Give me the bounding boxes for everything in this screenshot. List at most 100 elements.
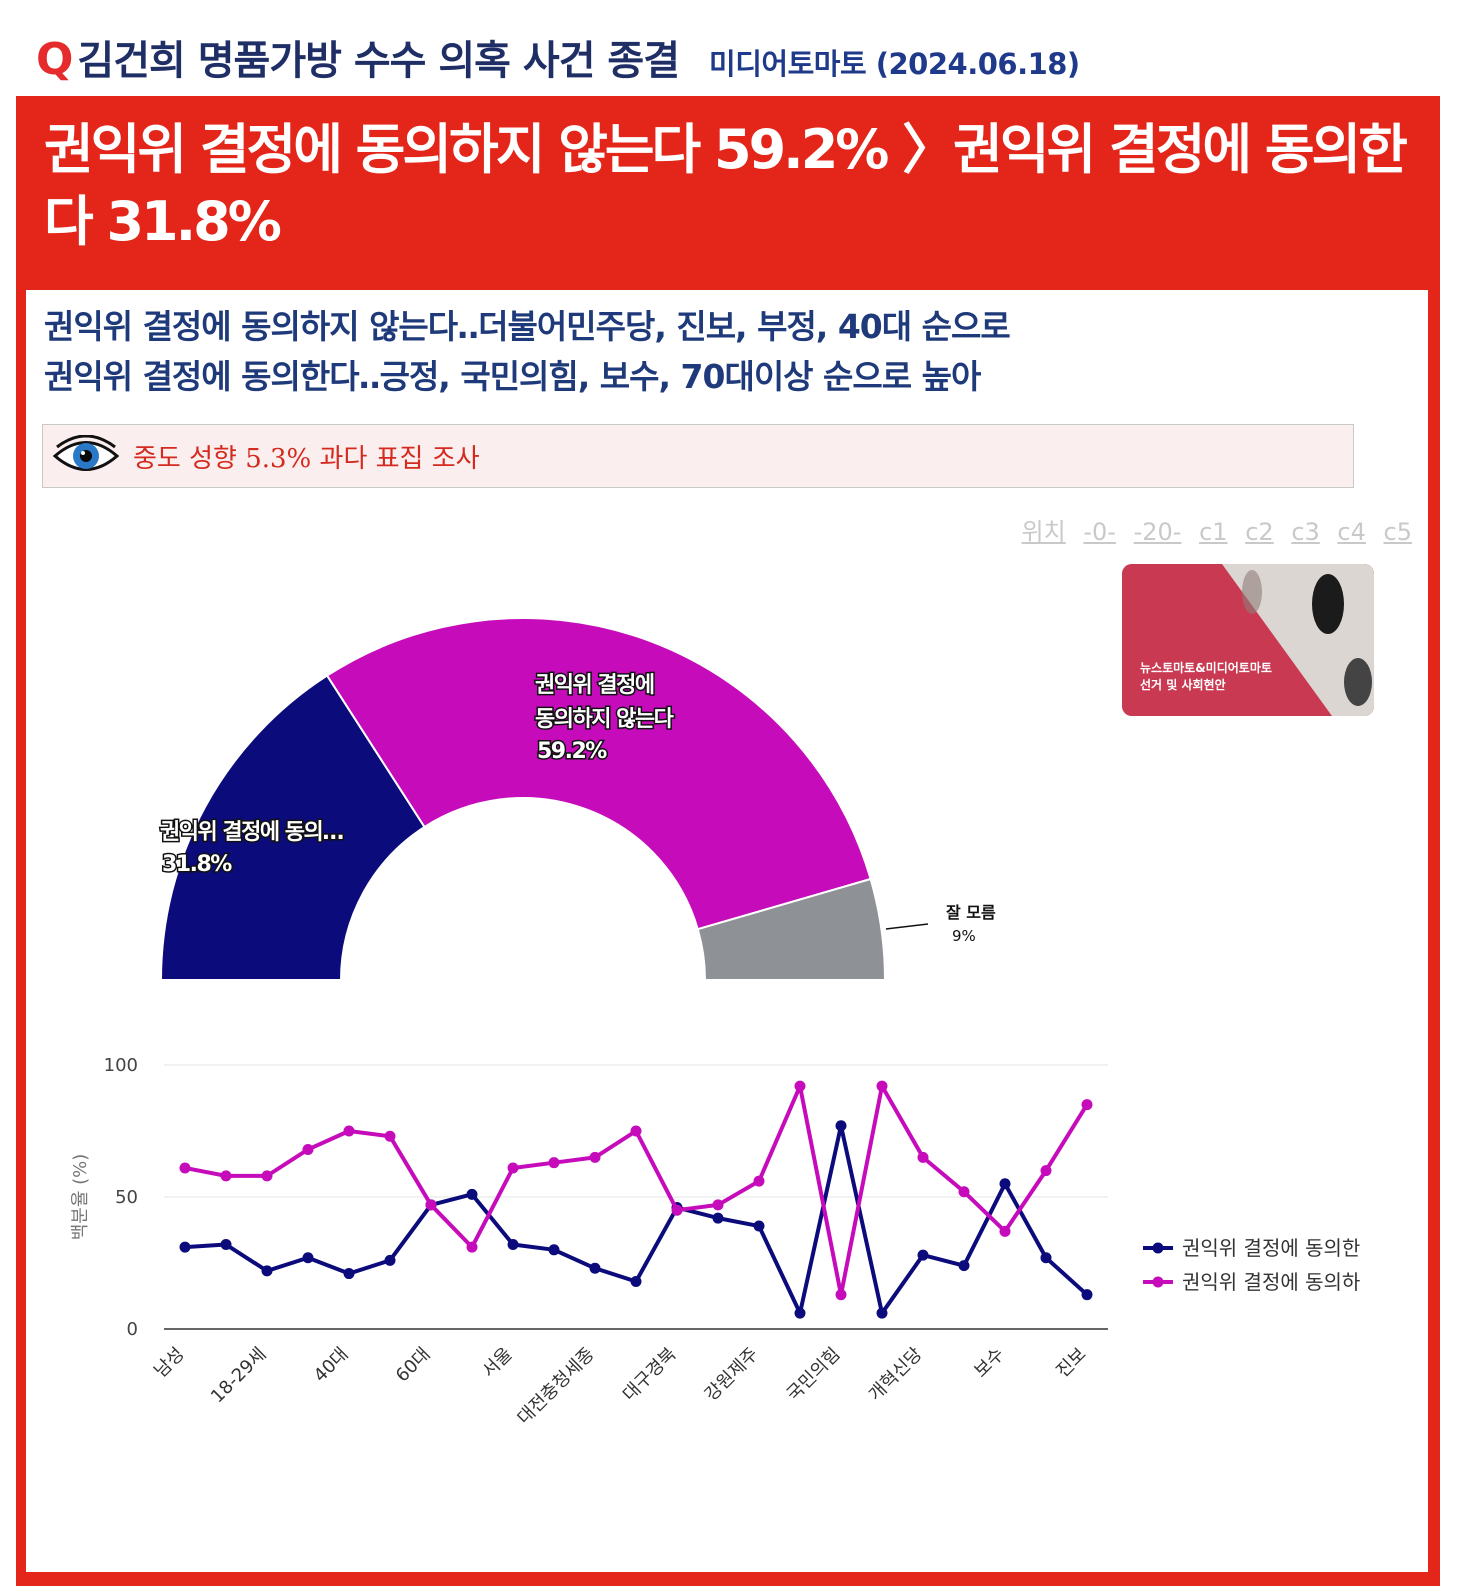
series-point bbox=[1040, 1165, 1052, 1177]
series-point bbox=[343, 1268, 355, 1280]
y-axis-label: 백분율 (%) bbox=[70, 1154, 91, 1241]
series-point bbox=[1081, 1289, 1093, 1301]
series-point bbox=[466, 1188, 478, 1200]
series-point bbox=[876, 1307, 888, 1319]
series-point bbox=[753, 1220, 765, 1232]
slice-label-disagree-line2: 동의하지 않는다 bbox=[535, 707, 675, 732]
subtitle-line-1: 권익위 결정에 동의하지 않는다‥더불어민주당, 진보, 부정, 40대 순으로 bbox=[44, 307, 1011, 346]
x-tick-label: 남성 bbox=[150, 1344, 188, 1382]
x-tick-label: 서울 bbox=[478, 1344, 516, 1382]
series-point bbox=[917, 1151, 929, 1163]
series-point bbox=[835, 1289, 847, 1301]
source-label: 미디어토마토 (2024.06.18) bbox=[709, 47, 1080, 81]
ad-photo bbox=[1122, 564, 1374, 716]
slice-value-unknown: 9% bbox=[952, 927, 976, 945]
series-point bbox=[999, 1225, 1011, 1237]
eye-icon bbox=[53, 435, 119, 471]
legend-swatch-dot bbox=[1152, 1242, 1164, 1254]
question-title: 김건희 명품가방 수수 의혹 사건 종결 bbox=[77, 38, 680, 84]
x-tick-label: 대전충청세종 bbox=[513, 1344, 598, 1429]
series-point bbox=[1040, 1252, 1052, 1264]
red-frame: 권익위 결정에 동의하지 않는다 59.2% 〉권익위 결정에 동의한다 31.… bbox=[16, 96, 1440, 1586]
x-tick-label: 강원제주 bbox=[701, 1344, 763, 1406]
x-tick-label: 60대 bbox=[392, 1344, 435, 1387]
series-point bbox=[507, 1239, 519, 1251]
series-point bbox=[302, 1143, 314, 1155]
pos-link[interactable]: c4 bbox=[1337, 518, 1366, 546]
series-point bbox=[261, 1265, 273, 1277]
series-point bbox=[302, 1252, 314, 1264]
headline: 권익위 결정에 동의하지 않는다 59.2% 〉권익위 결정에 동의한다 31.… bbox=[44, 118, 1408, 253]
position-links: 위치 -0- -20- c1 c2 c3 c4 c5 bbox=[1012, 512, 1412, 547]
x-tick-label: 국민의힘 bbox=[783, 1344, 845, 1406]
ad-text: 뉴스토마토&미디어토마토 선거 및 사회현안 bbox=[1140, 660, 1272, 694]
series-point bbox=[630, 1125, 642, 1137]
slice-value-disagree: 59.2% bbox=[537, 739, 607, 764]
subtitle: 권익위 결정에 동의하지 않는다‥더불어민주당, 진보, 부정, 40대 순으로… bbox=[44, 302, 1011, 402]
slice-label-disagree-line1: 권익위 결정에 bbox=[535, 673, 654, 698]
y-tick-label: 50 bbox=[115, 1187, 138, 1208]
donut-slice bbox=[696, 878, 886, 981]
q-mark: Q bbox=[36, 34, 74, 85]
donut-slice bbox=[326, 617, 872, 931]
x-tick-label: 40대 bbox=[310, 1344, 353, 1387]
series-point bbox=[753, 1175, 765, 1187]
series-point bbox=[384, 1130, 396, 1142]
top-title: Q 김건희 명품가방 수수 의혹 사건 종결 미디어토마토 (2024.06.1… bbox=[36, 28, 1080, 88]
series-point bbox=[794, 1307, 806, 1319]
pos-link[interactable]: c5 bbox=[1383, 518, 1412, 546]
x-tick-label: 보수 bbox=[970, 1344, 1008, 1382]
subtitle-line-2: 권익위 결정에 동의한다‥긍정, 국민의힘, 보수, 70대이상 순으로 높아 bbox=[44, 357, 981, 396]
series-point bbox=[712, 1199, 724, 1211]
series-point bbox=[876, 1080, 888, 1092]
legend-swatch-dot bbox=[1152, 1276, 1164, 1288]
notice-text: 중도 성향 5.3% 과다 표집 조사 bbox=[133, 443, 480, 474]
series-point bbox=[179, 1241, 191, 1253]
series-point bbox=[466, 1241, 478, 1253]
pos-link[interactable]: c2 bbox=[1245, 518, 1274, 546]
y-tick-label: 100 bbox=[104, 1055, 138, 1076]
series-point bbox=[507, 1162, 519, 1174]
donut-slice bbox=[160, 674, 426, 981]
slice-label-agree: 권익위 결정에 동의… bbox=[160, 820, 343, 845]
series-point bbox=[343, 1125, 355, 1137]
ad-line-2: 선거 및 사회현안 bbox=[1140, 678, 1226, 692]
series-point bbox=[671, 1204, 683, 1216]
y-tick-label: 0 bbox=[127, 1319, 138, 1340]
series-point bbox=[835, 1120, 847, 1132]
series-point bbox=[384, 1254, 396, 1266]
x-tick-label: 18-29세 bbox=[207, 1344, 271, 1408]
series-point bbox=[1081, 1099, 1093, 1111]
series-point bbox=[630, 1275, 642, 1287]
series-point bbox=[794, 1080, 806, 1092]
pos-link[interactable]: -20- bbox=[1133, 518, 1182, 546]
series-point bbox=[589, 1262, 601, 1274]
legend-label: 권익위 결정에 동의한 bbox=[1182, 1236, 1360, 1260]
pos-link[interactable]: c1 bbox=[1199, 518, 1228, 546]
slice-label-unknown: 잘 모름 bbox=[946, 903, 996, 922]
pos-link[interactable]: 위치 bbox=[1021, 518, 1066, 546]
series-point bbox=[179, 1162, 191, 1174]
leader-line bbox=[885, 923, 929, 930]
pos-link[interactable]: -0- bbox=[1083, 518, 1116, 546]
series-point bbox=[589, 1151, 601, 1163]
x-tick-label: 진보 bbox=[1052, 1344, 1090, 1382]
series-point bbox=[261, 1170, 273, 1182]
series-point bbox=[958, 1260, 970, 1272]
notice-box: 중도 성향 5.3% 과다 표집 조사 bbox=[42, 424, 1354, 488]
ad-line-1: 뉴스토마토&미디어토마토 bbox=[1140, 661, 1272, 675]
legend-label: 권익위 결정에 동의하 bbox=[1182, 1270, 1360, 1294]
series-point bbox=[220, 1170, 232, 1182]
series-point bbox=[712, 1212, 724, 1224]
series-point bbox=[999, 1178, 1011, 1190]
x-tick-label: 개혁신당 bbox=[865, 1344, 927, 1406]
pos-link[interactable]: c3 bbox=[1291, 518, 1320, 546]
series-point bbox=[425, 1199, 437, 1211]
series-point bbox=[958, 1186, 970, 1198]
ad-banner[interactable]: 뉴스토마토&미디어토마토 선거 및 사회현안 bbox=[1122, 564, 1374, 716]
series-point bbox=[220, 1239, 232, 1251]
slice-value-agree: 31.8% bbox=[162, 852, 232, 877]
